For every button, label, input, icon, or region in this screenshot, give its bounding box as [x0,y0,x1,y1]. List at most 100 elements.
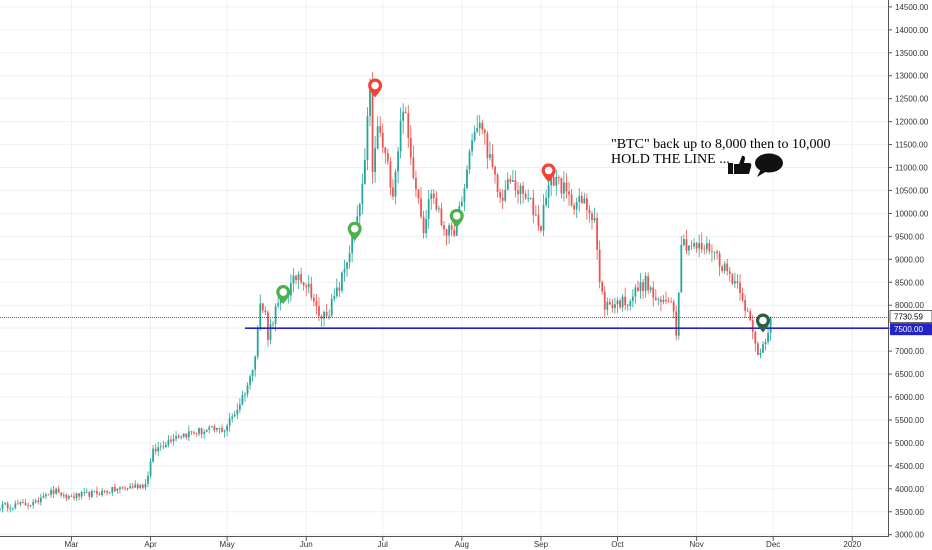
candle [432,189,435,204]
x-tick-label: Dec [766,540,780,549]
candle [392,179,394,200]
candle [19,500,22,507]
candle [236,403,239,420]
candle [124,486,126,491]
candle [606,297,609,316]
candle [221,424,223,433]
candle [682,234,685,247]
candle [376,116,379,150]
candle [159,442,162,451]
candle [468,148,471,174]
candle [438,205,440,213]
y-tick-label: 13500.00 [895,49,929,58]
candle [4,501,6,506]
candle [608,298,611,305]
candle [463,183,466,212]
candle [208,424,211,434]
candle [514,170,517,198]
candle [264,306,267,316]
y-tick-label: 11500.00 [895,141,928,150]
candle [297,271,300,289]
candle [473,125,476,143]
candle [509,175,512,185]
annotation-note: "BTC" back up to 8,000 then to 10,000 HO… [611,137,830,177]
candle [80,490,83,500]
candle [238,398,241,414]
candle [93,490,96,493]
candle [389,157,392,196]
candle [586,193,588,220]
candle [751,314,754,340]
candle [466,165,468,190]
candle [200,427,203,439]
candle [435,191,438,212]
candle [481,120,484,135]
candle [113,483,116,493]
candle [512,169,514,182]
y-tick-label: 3000.00 [895,531,924,540]
candle [244,391,246,402]
candle [601,280,604,295]
candle [662,294,665,305]
candle [532,189,535,224]
candle [39,493,42,506]
y-tick-label: 13000.00 [895,72,929,81]
candle [16,499,19,505]
candle [185,433,188,440]
candle [547,180,550,209]
y-tick-label: 14000.00 [895,26,929,35]
candle [68,494,70,501]
candle [739,274,741,301]
candle [404,106,407,114]
candle [338,281,341,298]
candle [274,303,277,332]
candle [580,191,583,204]
candle [205,429,208,433]
candle [246,382,249,398]
candle [302,281,305,291]
map-pin-icon [276,285,291,305]
candle [374,135,376,183]
candle [152,444,154,463]
candle [106,489,109,496]
map-pin-icon [755,313,770,333]
candle [154,443,157,455]
candle [591,210,593,230]
candle [42,492,45,499]
candle [52,485,55,499]
candle [631,289,634,308]
candle [256,325,259,360]
candle [588,205,591,223]
candle [693,237,695,250]
candle [721,264,724,273]
candle [621,293,624,312]
candle [24,498,27,506]
candle [614,297,616,314]
candle [333,288,336,302]
candle [506,172,509,191]
candle [261,302,264,314]
candle [483,128,486,145]
candle [471,133,473,157]
candle [241,390,244,406]
candle [565,172,568,199]
candle [134,480,137,488]
candle [422,210,425,239]
candle [445,228,448,246]
candle [583,192,586,204]
candle [108,491,111,494]
candle [320,314,323,327]
candle [756,341,759,356]
candle [698,234,701,258]
candle [55,487,58,496]
y-tick-label: 4000.00 [895,485,924,494]
annotation-line-2: HOLD THE LINE ... [611,152,730,167]
candle [131,483,134,489]
candle [593,207,596,223]
y-tick-label: 8500.00 [895,278,924,287]
candle [626,303,629,311]
x-tick-label: Oct [611,540,624,549]
x-tick-label: Jun [300,540,313,549]
y-axis-panel [888,0,932,550]
candle [540,225,542,233]
